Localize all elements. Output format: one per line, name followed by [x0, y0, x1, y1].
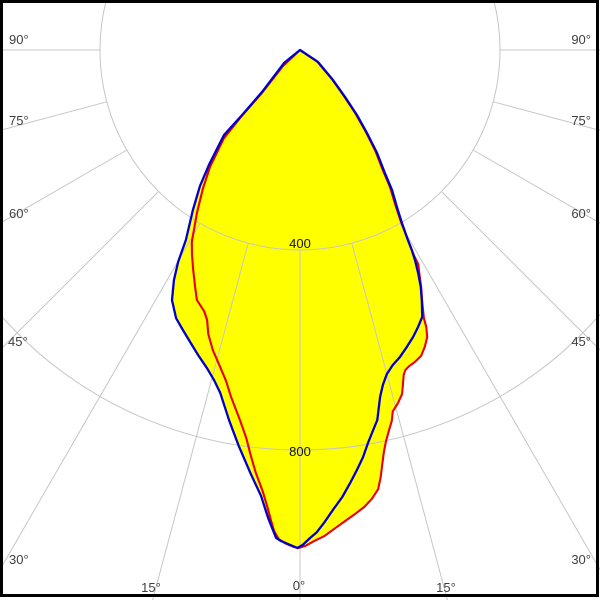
grid-radial-right-30: [399, 222, 600, 570]
angle-label-left-90: 90°: [9, 32, 29, 47]
angle-label-bottom-15-left: 15°: [141, 580, 161, 595]
curve-fill-layer: [172, 50, 428, 548]
angle-label-right-60: 60°: [571, 206, 591, 221]
angle-label-bottom-15-right: 15°: [436, 580, 456, 595]
grid-radial-right-75: [493, 101, 600, 131]
angle-label-left-75: 75°: [9, 113, 29, 128]
angle-label-left-60: 60°: [9, 206, 29, 221]
grid-radial-left-75: [0, 101, 107, 131]
ring-value-label-800: 800: [289, 444, 311, 459]
grid-radial-right-45: [441, 191, 600, 351]
angle-label-right-75: 75°: [571, 113, 591, 128]
red-curve: [190, 48, 429, 550]
angle-label-left-30: 30°: [9, 552, 29, 567]
angle-label-right-30: 30°: [571, 552, 591, 567]
blue-curve: [170, 48, 424, 550]
ring-value-label-400: 400: [289, 236, 311, 251]
grid-radial-left-60: [0, 149, 128, 224]
angle-label-left-45: 45°: [8, 334, 28, 349]
blue-curve-fill: [172, 50, 423, 548]
grid-radial-left-30: [0, 222, 201, 570]
angle-label-right-45: 45°: [571, 334, 591, 349]
curve-layer: [170, 48, 429, 550]
angle-label-bottom-0: 0°: [293, 578, 305, 593]
grid-radial-left-45: [0, 191, 159, 351]
grid-radial-left-15: [152, 243, 249, 600]
angle-label-right-90: 90°: [571, 32, 591, 47]
grid-radial-right-60: [472, 149, 600, 224]
grid-radial-right-15: [351, 243, 448, 600]
label-layer: 90° 75° 60° 45° 30° 90° 75° 60° 45° 30° …: [8, 32, 591, 595]
